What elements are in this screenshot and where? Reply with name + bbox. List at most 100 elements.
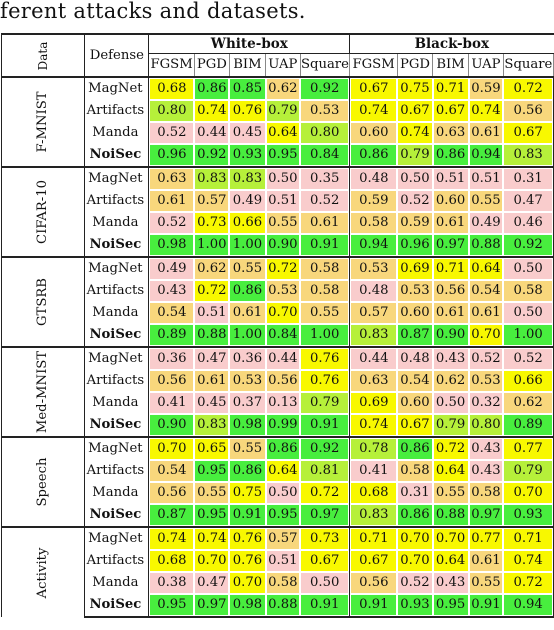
score-cell: 0.70: [194, 550, 230, 572]
table-row: Manda 0.41 0.45 0.37 0.13 0.79 0.69 0.60 0.50 0.3…: [2, 392, 554, 414]
score-cell: 0.61: [148, 190, 195, 212]
score-cell: 0.67: [397, 100, 433, 122]
score-cell: 0.61: [468, 122, 504, 144]
score-cell: 0.41: [349, 460, 398, 482]
score-cell: 0.56: [265, 370, 301, 392]
score-cell: 0.83: [349, 324, 398, 348]
white-box-pgd-header: PGD: [194, 53, 230, 78]
score-cell: 0.72: [503, 572, 554, 594]
score-cell: 0.93: [397, 594, 433, 618]
score-cell: 0.99: [265, 414, 301, 438]
score-cell: 0.79: [432, 414, 469, 438]
score-cell: 0.77: [503, 436, 554, 460]
score-cell: 0.87: [148, 504, 195, 528]
score-cell: 0.88: [468, 234, 504, 258]
score-cell: 0.74: [468, 100, 504, 122]
score-cell: 0.61: [432, 212, 469, 234]
score-cell: 0.80: [468, 414, 504, 438]
score-cell: 0.94: [503, 594, 554, 618]
score-cell: 0.55: [468, 572, 504, 594]
score-cell: 0.73: [194, 212, 230, 234]
score-cell: 0.64: [265, 122, 301, 144]
score-cell: 0.76: [229, 550, 266, 572]
score-cell: 0.55: [265, 212, 301, 234]
table-row: Artifacts 0.54 0.95 0.86 0.64 0.81 0.41 0.58 0.6…: [2, 460, 554, 482]
score-cell: 0.51: [432, 166, 469, 190]
score-cell: 0.49: [468, 212, 504, 234]
table-row: Artifacts 0.61 0.57 0.49 0.51 0.52 0.59 0.52 0.6…: [2, 190, 554, 212]
score-cell: 0.48: [397, 346, 433, 370]
score-cell: 0.53: [265, 280, 301, 302]
score-cell: 0.72: [503, 76, 554, 100]
score-cell: 0.70: [397, 526, 433, 550]
table-row: NoiSec 0.98 1.00 1.00 0.90 0.91 0.94 0.96 0.97 0.…: [2, 234, 554, 258]
score-cell: 0.70: [397, 550, 433, 572]
defense-name: MagNet: [84, 526, 150, 550]
score-cell: 0.45: [194, 392, 230, 414]
results-table: Data Defense White-box Black-box FGSM PGD…: [0, 33, 554, 618]
score-cell: 0.79: [397, 144, 433, 168]
score-cell: 0.97: [432, 234, 469, 258]
table-row: Artifacts 0.68 0.70 0.76 0.51 0.67 0.67 0.70 0.6…: [2, 550, 554, 572]
score-cell: 0.95: [265, 144, 301, 168]
score-cell: 0.86: [397, 504, 433, 528]
score-cell: 0.52: [397, 572, 433, 594]
score-cell: 0.59: [468, 76, 504, 100]
score-cell: 0.61: [229, 302, 266, 324]
score-cell: 0.50: [397, 166, 433, 190]
score-cell: 0.53: [300, 100, 350, 122]
score-cell: 0.86: [229, 280, 266, 302]
score-cell: 0.77: [468, 526, 504, 550]
score-cell: 0.79: [300, 392, 350, 414]
score-cell: 0.71: [432, 256, 469, 280]
score-cell: 0.52: [397, 190, 433, 212]
dataset-name: Speech: [35, 457, 51, 507]
score-cell: 0.86: [229, 460, 266, 482]
score-cell: 0.72: [432, 436, 469, 460]
score-cell: 0.55: [229, 436, 266, 460]
score-cell: 0.83: [194, 166, 230, 190]
score-cell: 0.72: [194, 280, 230, 302]
table-body: F-MNIST MagNet 0.68 0.86 0.85 0.62 0.92 0.67 0.7…: [0, 76, 554, 618]
defense-name: Manda: [84, 482, 150, 504]
black-box-header: Black-box: [349, 33, 554, 54]
defense-column-header: Defense: [84, 33, 150, 77]
score-cell: 0.51: [468, 166, 504, 190]
white-box-bim-header: BIM: [229, 53, 267, 78]
table-row: Artifacts 0.43 0.72 0.86 0.53 0.58 0.48 0.53 0.5…: [2, 280, 554, 302]
score-cell: 0.81: [300, 460, 350, 482]
score-cell: 0.74: [397, 122, 433, 144]
data-column-header: Data: [0, 33, 86, 77]
score-cell: 0.44: [194, 122, 230, 144]
defense-name: Manda: [84, 212, 150, 234]
score-cell: 0.66: [229, 212, 266, 234]
score-cell: 0.90: [432, 324, 469, 348]
score-cell: 0.88: [265, 594, 301, 618]
score-cell: 0.91: [300, 594, 350, 618]
score-cell: 0.97: [194, 594, 230, 618]
score-cell: 0.76: [300, 346, 350, 370]
score-cell: 0.78: [349, 436, 398, 460]
score-cell: 0.61: [468, 550, 504, 572]
score-cell: 0.94: [349, 234, 398, 258]
score-cell: 0.74: [148, 526, 195, 550]
score-cell: 0.50: [503, 256, 554, 280]
score-cell: 0.62: [265, 76, 301, 100]
defense-name: Manda: [84, 392, 150, 414]
score-cell: 0.56: [349, 572, 398, 594]
score-cell: 1.00: [229, 234, 266, 258]
score-cell: 0.52: [148, 212, 195, 234]
table-row: CIFAR-10 MagNet 0.63 0.83 0.83 0.50 0.35 0.48 0.…: [0, 166, 554, 257]
score-cell: 0.53: [468, 370, 504, 392]
score-cell: 0.68: [148, 76, 195, 100]
score-cell: 1.00: [503, 324, 554, 348]
dataset-name: F-MNIST: [35, 91, 51, 153]
score-cell: 0.46: [503, 212, 554, 234]
score-cell: 0.70: [503, 482, 554, 504]
score-cell: 0.74: [194, 100, 230, 122]
defense-name: Manda: [84, 122, 150, 144]
score-cell: 0.80: [148, 100, 195, 122]
defense-name: Manda: [84, 572, 150, 594]
score-cell: 0.60: [349, 122, 398, 144]
score-cell: 0.98: [229, 414, 266, 438]
